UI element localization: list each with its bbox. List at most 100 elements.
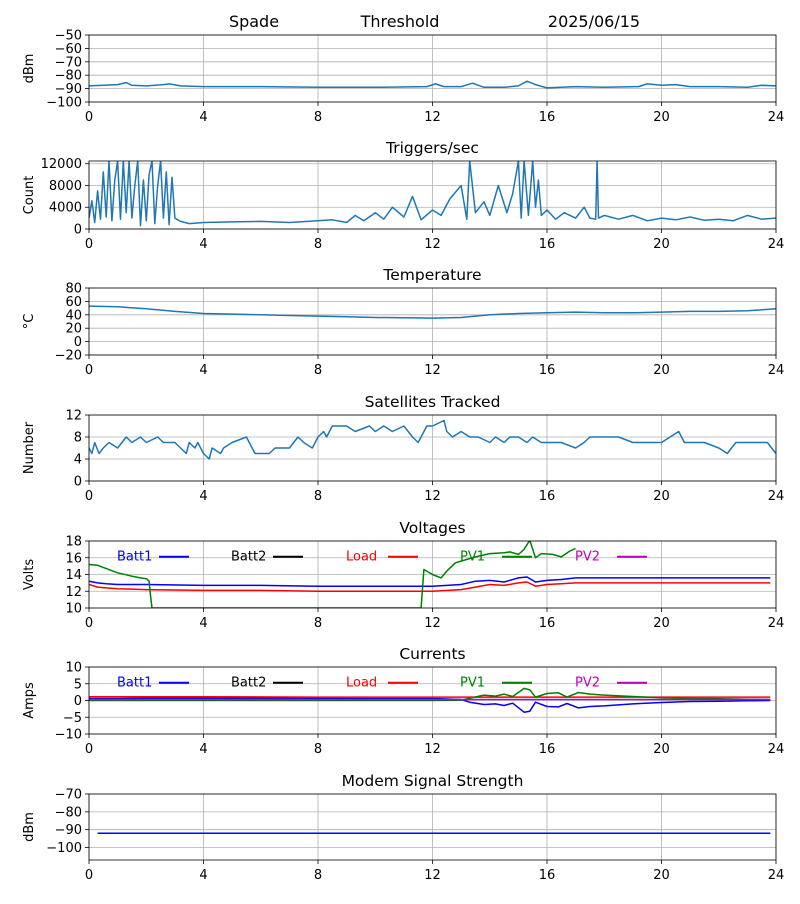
y-tick-label: 4000 [49,201,82,216]
y-axis-label: °C [22,314,37,330]
x-tick-label: 4 [199,742,207,757]
x-tick-label: 0 [85,742,93,757]
x-tick-label: 4 [199,868,207,883]
x-tick-label: 0 [85,616,93,631]
x-tick-label: 16 [539,616,556,631]
figure-header: Spade Threshold 2025/06/15 [229,12,640,31]
x-tick-label: 20 [653,363,670,378]
x-tick-label: 20 [653,742,670,757]
x-tick-label: 4 [199,237,207,252]
chart-title: Triggers/sec [385,139,479,157]
y-tick-label: 20 [65,322,82,337]
x-tick-label: 8 [314,489,322,504]
chart-title: Satellites Tracked [365,393,501,411]
station-name: Spade [229,12,279,31]
legend-label-pv2: PV2 [575,550,600,565]
y-axis-label: dBm [22,812,37,842]
y-tick-label: −70 [55,55,82,70]
x-tick-label: 20 [653,237,670,252]
chart-title: Modem Signal Strength [342,772,524,790]
x-tick-label: 8 [314,237,322,252]
y-tick-label: 4 [74,453,82,468]
x-tick-label: 16 [539,237,556,252]
x-tick-label: 4 [199,110,207,125]
x-tick-label: 0 [85,489,93,504]
x-tick-label: 24 [768,110,785,125]
x-tick-label: 8 [314,363,322,378]
y-tick-label: 10 [65,602,82,617]
x-tick-label: 12 [424,489,441,504]
x-tick-label: 8 [314,110,322,125]
x-tick-label: 12 [424,237,441,252]
y-axis-label: Volts [22,559,37,591]
y-tick-label: 12 [65,409,82,424]
legend-label-batt2: Batt2 [231,550,266,565]
y-tick-label: 5 [74,677,82,692]
y-tick-label: 0 [74,223,82,238]
y-tick-label: −90 [55,82,82,97]
y-axis-label: Number [22,421,37,474]
x-tick-label: 20 [653,616,670,631]
x-tick-label: 0 [85,363,93,378]
mode-label: Threshold [360,12,440,31]
x-tick-label: 16 [539,868,556,883]
chart-title: Temperature [382,266,481,284]
y-tick-label: 14 [65,568,82,583]
legend-label-load: Load [346,676,377,691]
date-label: 2025/06/15 [548,12,640,31]
y-tick-label: −70 [55,788,82,803]
x-tick-label: 20 [653,868,670,883]
y-tick-label: −100 [46,96,82,111]
y-tick-label: 12 [65,585,82,600]
x-tick-label: 12 [424,110,441,125]
legend-label-batt1: Batt1 [117,550,152,565]
y-axis-label: dBm [22,54,37,84]
x-tick-label: 12 [424,363,441,378]
x-tick-label: 20 [653,110,670,125]
legend-label-pv1: PV1 [460,676,485,691]
x-tick-label: 4 [199,363,207,378]
y-tick-label: 0 [74,335,82,350]
y-tick-label: 0 [74,694,82,709]
legend-label-batt1: Batt1 [117,676,152,691]
x-tick-label: 24 [768,868,785,883]
x-tick-label: 12 [424,616,441,631]
y-tick-label: 80 [65,282,82,297]
y-tick-label: 8000 [49,179,82,194]
x-tick-label: 8 [314,616,322,631]
x-tick-label: 8 [314,868,322,883]
series-line-batt1 [89,577,770,586]
legend-label-pv1: PV1 [460,550,485,565]
y-tick-label: −60 [55,42,82,57]
y-tick-label: −50 [55,29,82,44]
y-tick-label: 12000 [41,157,82,172]
y-tick-label: −80 [55,805,82,820]
y-tick-label: −20 [55,349,82,364]
x-tick-label: 16 [539,110,556,125]
y-tick-label: 10 [65,661,82,676]
chart-title: Voltages [399,519,465,537]
y-tick-label: −5 [63,711,82,726]
x-tick-label: 20 [653,489,670,504]
x-tick-label: 24 [768,489,785,504]
y-tick-label: −100 [46,841,82,856]
x-tick-label: 0 [85,237,93,252]
y-axis-label: Count [22,176,37,215]
x-tick-label: 16 [539,363,556,378]
x-tick-label: 16 [539,489,556,504]
legend-label-load: Load [346,550,377,565]
y-tick-label: −10 [55,728,82,743]
y-tick-label: 40 [65,308,82,323]
y-tick-label: 8 [74,431,82,446]
y-tick-label: 16 [65,551,82,566]
y-axis-label: Amps [22,682,37,719]
legend-label-pv2: PV2 [575,676,600,691]
